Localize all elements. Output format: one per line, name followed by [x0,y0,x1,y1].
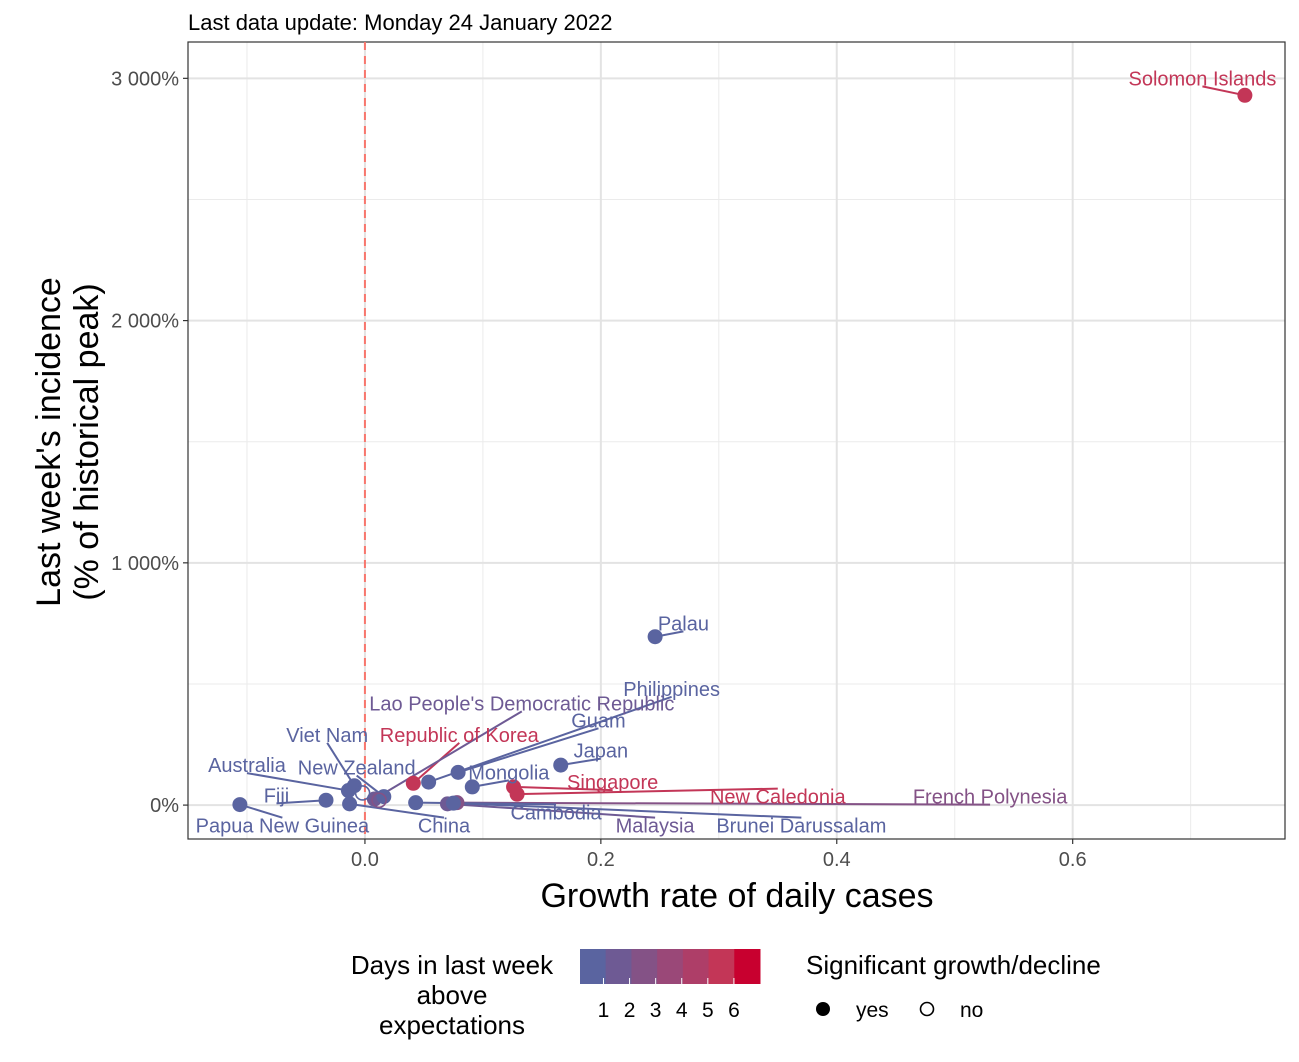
color-legend-title-line-3: expectations [379,1010,525,1040]
y-tick-label: 1 000% [111,553,179,575]
data-point [342,796,358,812]
color-bar-segment [605,949,632,984]
data-point [232,797,248,813]
grid [188,42,1285,839]
point-label: Mongolia [468,762,550,784]
color-bar-label: 4 [676,999,688,1022]
color-bar [580,949,761,984]
label-segment [276,799,327,805]
data-point-nonsignificant [371,792,387,809]
shape-no-label: no [960,999,983,1022]
data-point [445,795,461,811]
data-points [232,87,1253,813]
y-axis-title-line-1: Last week's incidence [30,277,68,607]
shape-legend-title: Significant growth/decline [806,950,1101,980]
y-tick-label: 0% [150,795,179,817]
point-label: Palau [658,613,709,635]
label-segment [513,785,613,792]
data-point [553,757,569,773]
data-point [405,775,421,791]
shape-no-symbol [919,1001,935,1017]
x-tick-label: 0.2 [587,849,615,871]
color-legend-title-line-1: Days in last week [351,950,554,980]
point-label: New Caledonia [710,787,847,809]
label-segments [239,85,1246,819]
point-label: Philippines [623,679,720,701]
label-segment [447,802,656,819]
color-bar-label: 2 [624,999,636,1022]
x-tick-label: 0.4 [823,849,851,871]
point-label: Papua New Guinea [196,816,370,838]
y-axis-title-line-2: (% of historical peak) [68,283,106,600]
point-label: Viet Nam [286,725,368,747]
y-tick-label: 3 000% [111,68,179,90]
x-axis-title: Growth rate of daily cases [540,877,933,915]
shape-yes-label: yes [856,999,889,1022]
chart-subtitle: Last data update: Monday 24 January 2022 [188,10,612,35]
label-segment [517,787,778,796]
point-label: Japan [574,741,629,763]
point-label: New Zealand [298,758,416,780]
point-label: French Polynesia [913,787,1068,809]
x-tick-label: 0.6 [1059,849,1087,871]
color-legend-title-line-2: above [417,980,488,1010]
point-labels: Solomon Islands Palau Philippines Guam Japan… [196,68,1277,837]
data-point [421,774,437,790]
data-point [1237,87,1253,103]
label-segment [428,695,672,784]
data-point [464,779,480,795]
y-axis-ticks: 0% 1 000% 2 000% 3 000% [111,68,188,817]
point-label: Australia [208,755,287,777]
color-bar-segment [631,949,658,984]
x-axis-ticks: 0.0 0.2 0.4 0.6 [351,839,1087,871]
label-segment [453,802,802,819]
color-bar-label: 5 [702,999,714,1022]
color-bar-segment [708,949,735,984]
color-bar-label: 6 [728,999,740,1022]
x-tick-label: 0.0 [351,849,379,871]
shape-yes-symbol [816,1002,830,1016]
panel-border [187,41,1286,840]
data-point [376,789,392,805]
color-bar-segment [580,949,607,984]
label-segment [457,727,599,774]
point-label: Guam [571,710,625,732]
data-point-nonsignificant [354,785,371,801]
data-point [647,629,663,645]
point-label: Republic of Korea [380,725,540,747]
color-bar-label: 3 [650,999,662,1022]
color-bar-segment [657,949,684,984]
color-bar-label: 1 [598,999,610,1022]
label-segment [246,772,349,792]
point-label: Lao People's Democratic Republic [369,693,674,715]
point-label: China [418,816,471,838]
point-label: Fiji [264,785,290,807]
data-point [408,795,424,811]
label-segment [326,742,356,787]
data-point [318,792,334,808]
y-tick-label: 2 000% [111,311,179,333]
point-label: Solomon Islands [1128,68,1276,90]
label-segment [456,801,991,806]
color-bar-segment [734,949,761,984]
point-label: Cambodia [510,802,602,824]
data-point [450,764,466,780]
data-point [340,783,356,799]
point-label: Singapore [567,772,658,794]
data-point [509,786,525,802]
point-label: Brunei Darussalam [716,816,886,838]
label-segment [373,710,523,800]
y-axis-title: Last week's incidence (% of historical p… [30,277,106,607]
label-segment [349,802,445,819]
point-label: Malaysia [616,816,696,838]
color-bar-segment [682,949,710,984]
